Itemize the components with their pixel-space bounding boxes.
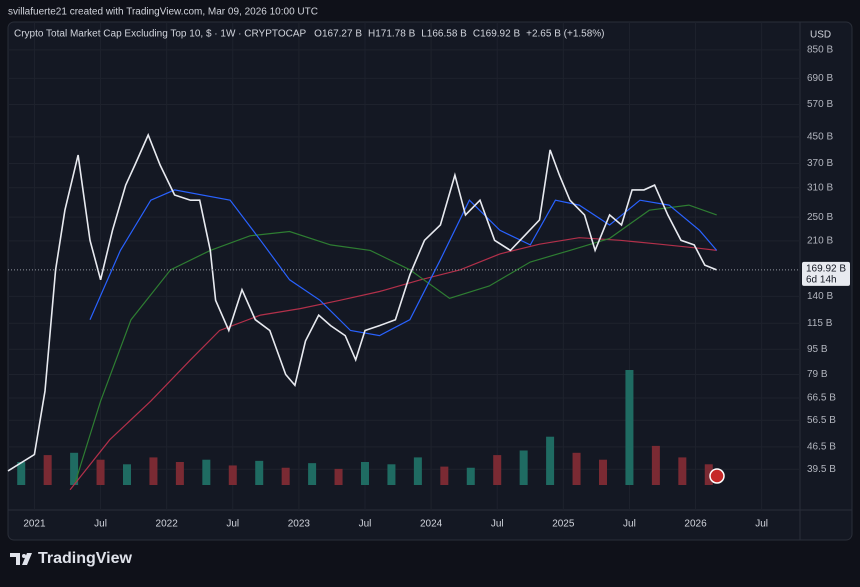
volume-bar <box>149 457 158 485</box>
volume-bar <box>308 463 317 485</box>
logo-icon <box>10 553 32 565</box>
x-tick-label: Jul <box>755 519 768 530</box>
currency-box[interactable] <box>803 26 849 44</box>
price-line <box>7 132 717 472</box>
event-flag[interactable] <box>709 468 725 484</box>
x-tick-label: Jul <box>359 519 372 530</box>
ohlc-value: H171.78 B <box>368 29 416 40</box>
x-tick-label: Jul <box>491 519 504 530</box>
volume-bar <box>625 370 634 485</box>
x-tick-label: Jul <box>623 519 636 530</box>
x-tick-label: Jul <box>94 519 107 530</box>
plot <box>7 132 800 491</box>
volume-bar <box>598 459 607 485</box>
y-tick-label: 250 B <box>807 212 833 223</box>
volume-bar <box>228 465 237 485</box>
last-price-box <box>802 261 850 286</box>
volume-bar <box>704 464 713 485</box>
volume-bar <box>546 436 555 485</box>
volume-bar <box>70 452 79 485</box>
ohlc-value: +2.65 B (+1.58%) <box>526 29 604 40</box>
y-tick-label: 39.5 B <box>807 464 836 475</box>
y-tick-label: 850 B <box>807 45 833 56</box>
currency[interactable]: USD <box>810 30 831 41</box>
moving-average <box>74 204 717 483</box>
y-tick-label: 66.5 B <box>807 393 836 404</box>
chart-title: Crypto Total Market Cap Excluding Top 10… <box>14 29 306 40</box>
volume-bar <box>281 467 290 485</box>
y-tick-label: 115 B <box>807 318 833 329</box>
volume-bar <box>175 462 184 485</box>
attribution: svillafuerte21 created with TradingView.… <box>8 7 318 18</box>
y-tick-label: 46.5 B <box>807 442 836 453</box>
volume-bar <box>387 464 396 485</box>
y-tick-label: 140 B <box>807 291 833 302</box>
volume-bar <box>17 462 26 485</box>
volume-bar <box>122 464 131 485</box>
volume-bar <box>360 462 369 485</box>
y-tick-label: 79 B <box>807 369 828 380</box>
x-tick-label: 2025 <box>552 519 575 530</box>
volume-bar <box>334 468 343 485</box>
logo: TradingView <box>10 550 133 567</box>
x-tick-label: Jul <box>226 519 239 530</box>
axes: 850 B 690 B 570 B 450 B 370 B 310 B 250 B 210 B… <box>23 45 850 530</box>
volume-bar <box>202 459 211 485</box>
x-tick-label: 2022 <box>156 519 179 530</box>
volume-bar <box>572 452 581 485</box>
ohlc-legend: O167.27 B H171.78 B L166.58 B C169.92 B +2.6… <box>314 29 604 40</box>
countdown: 6d 14h <box>806 275 837 286</box>
y-tick-label: 310 B <box>807 182 833 193</box>
x-tick-label: 2026 <box>684 519 707 530</box>
volume-pane <box>17 370 713 485</box>
y-tick-label: 690 B <box>807 73 833 84</box>
x-tick-label: 2021 <box>23 519 46 530</box>
volume-bar <box>466 467 475 485</box>
x-tick-label: 2023 <box>288 519 311 530</box>
logo-dot <box>22 554 26 558</box>
x-tick-label: 2024 <box>420 519 443 530</box>
volume-bar <box>493 455 502 485</box>
y-tick-label: 95 B <box>807 344 828 355</box>
volume-bar <box>519 450 528 485</box>
ohlc-value: L166.58 B <box>421 29 467 40</box>
volume-bar <box>255 460 264 485</box>
volume-bar <box>678 457 687 485</box>
y-tick-label: 570 B <box>807 99 833 110</box>
volume-bar <box>651 445 660 485</box>
logo-text: TradingView <box>38 550 133 567</box>
y-tick-label: 370 B <box>807 158 833 169</box>
volume-bar <box>413 457 422 485</box>
ohlc-value: C169.92 B <box>473 29 521 40</box>
volume-bar <box>43 455 52 485</box>
volume-bar <box>96 459 105 485</box>
volume-bar <box>440 466 449 485</box>
ohlc-value: O167.27 B <box>314 29 362 40</box>
y-tick-label: 210 B <box>807 236 833 247</box>
y-tick-label: 450 B <box>807 131 833 142</box>
moving-average <box>69 237 717 491</box>
y-tick-label: 56.5 B <box>807 415 836 426</box>
last-price-label: 169.92 B <box>806 264 846 275</box>
